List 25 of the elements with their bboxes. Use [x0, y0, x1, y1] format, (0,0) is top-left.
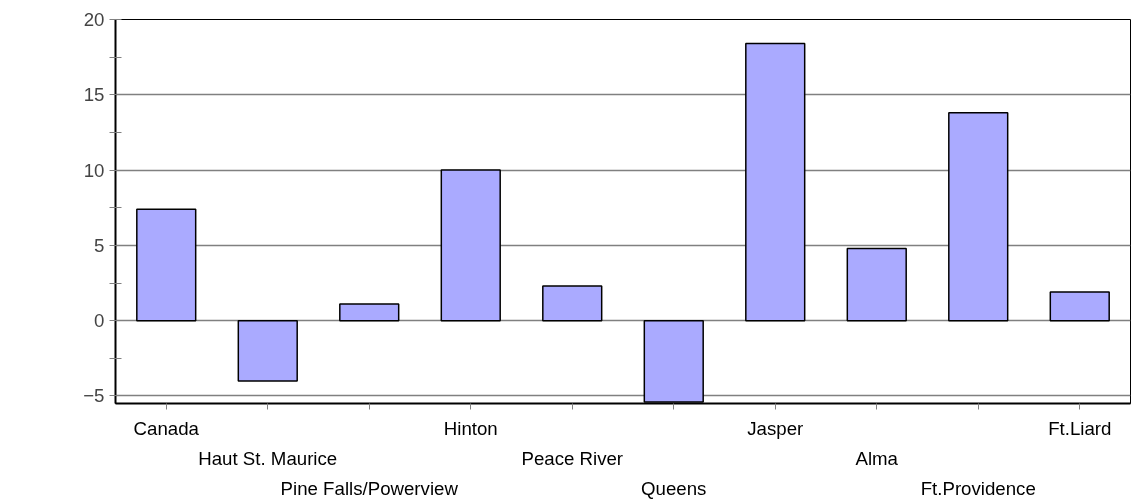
bar	[948, 112, 1009, 322]
bar	[542, 285, 603, 322]
y-tick-label: 5	[94, 234, 105, 256]
x-tick-label: Jasper	[747, 417, 804, 439]
y-tick-label: 15	[83, 84, 105, 106]
y-tick-label: 10	[83, 159, 105, 181]
y-tick-label: 20	[83, 9, 105, 30]
bar	[237, 319, 298, 382]
y-tick-label: −5	[83, 385, 105, 407]
x-tick-label: Hinton	[443, 417, 498, 439]
bar	[440, 169, 501, 322]
bar	[846, 247, 907, 322]
y-tick-label: 0	[94, 310, 105, 332]
x-tick-label: Peace River	[521, 447, 624, 469]
bar	[1049, 291, 1110, 322]
x-tick-label: Alma	[855, 447, 899, 469]
bar	[745, 42, 806, 322]
x-tick-label: Ft.Providence	[920, 477, 1036, 499]
x-tick-label: Ft.Liard	[1048, 417, 1112, 439]
x-tick-label: Haut St. Maurice	[198, 447, 338, 469]
bar	[339, 303, 400, 322]
x-tick-label: Pine Falls/Powerview	[280, 477, 459, 499]
bar	[136, 208, 197, 322]
x-tick-label: Canada	[133, 417, 200, 439]
x-tick-label: Queens	[641, 477, 707, 499]
